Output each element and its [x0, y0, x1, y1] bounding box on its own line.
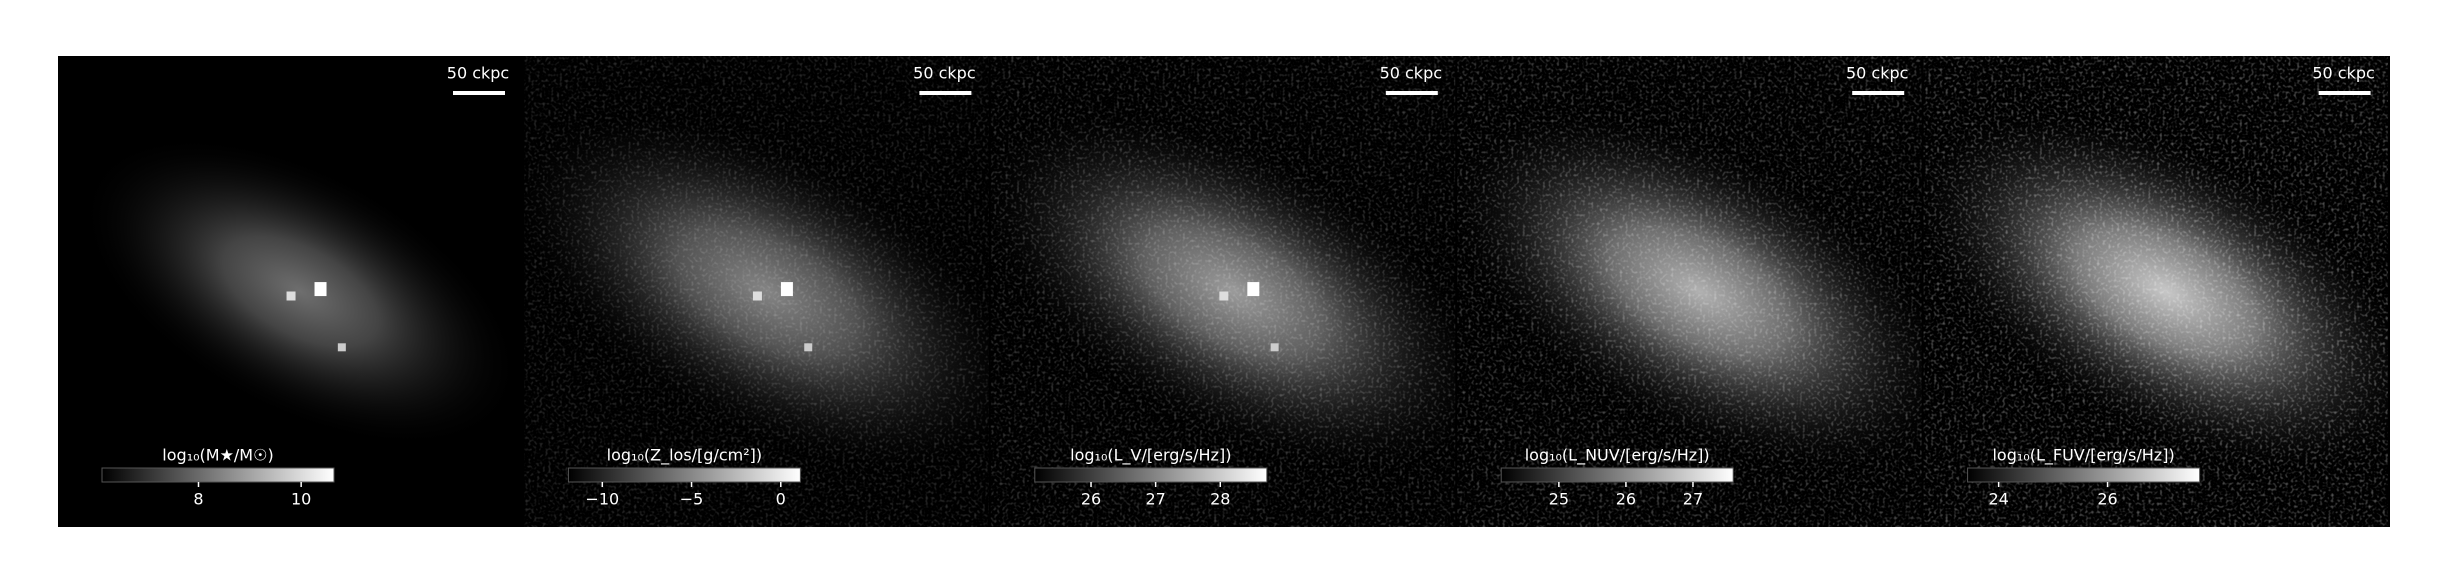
bright-clump: [1270, 343, 1279, 352]
scale-bar: [919, 91, 972, 95]
colorbar-tick-label: 25: [1549, 490, 1569, 509]
galaxy-glow: [79, 134, 522, 449]
colorbar-tick-label: 26: [1616, 490, 1636, 509]
colorbar-tick-label: −10: [585, 490, 619, 509]
scale-bar-label: 50 ckpc: [1846, 64, 1908, 83]
map-panel: [1457, 56, 1922, 527]
bright-clump: [1219, 291, 1229, 301]
scale-bar: [1385, 91, 1438, 95]
colorbar-tick-label: 26: [1081, 490, 1101, 509]
scale-bar: [2318, 91, 2371, 95]
map-panel: [1923, 56, 2388, 527]
colorbar-tick-label: 0: [776, 490, 786, 509]
colorbar: [1500, 467, 1734, 483]
colorbar: [1967, 467, 2201, 483]
colorbar: [1034, 467, 1268, 483]
colorbar-label: log₁₀(Z_los/[g/cm²]): [607, 446, 762, 466]
map-panel: [524, 56, 989, 527]
colorbar-tick-label: −5: [680, 490, 704, 509]
bright-core: [314, 282, 327, 297]
colorbar-tick-label: 10: [291, 490, 311, 509]
bright-clump: [804, 343, 813, 352]
bright-core: [1247, 282, 1260, 297]
colorbar-tick-label: 26: [2097, 490, 2117, 509]
colorbar: [567, 467, 801, 483]
colorbar: [101, 467, 335, 483]
colorbar-label: log₁₀(L_NUV/[erg/s/Hz]): [1525, 446, 1710, 466]
bright-clump: [337, 343, 346, 352]
colorbar-tick-label: 8: [193, 490, 203, 509]
colorbar-label: log₁₀(L_V/[erg/s/Hz]): [1070, 446, 1231, 466]
bright-core: [780, 282, 793, 297]
map-panel: [990, 56, 1456, 527]
pixel-noise: [1457, 56, 1922, 527]
bright-clump: [286, 291, 296, 301]
colorbar-tick-label: 24: [1988, 490, 2008, 509]
colorbar-label: log₁₀(L_FUV/[erg/s/Hz]): [1992, 446, 2174, 466]
scale-bar-label: 50 ckpc: [2312, 64, 2374, 83]
colorbar-label: log₁₀(M★/M☉): [162, 446, 273, 465]
scale-bar: [453, 91, 505, 95]
bright-clump: [752, 291, 762, 301]
scale-bar-label: 50 ckpc: [1380, 64, 1442, 83]
scale-bar-label: 50 ckpc: [913, 64, 975, 83]
colorbar-tick-label: 28: [1210, 490, 1230, 509]
colorbar-tick-label: 27: [1145, 490, 1165, 509]
colorbar-tick-label: 27: [1683, 490, 1703, 509]
pixel-noise: [1923, 56, 2388, 527]
map-panel: [79, 134, 522, 449]
scale-bar-label: 50 ckpc: [447, 64, 509, 83]
scale-bar: [1852, 91, 1905, 95]
